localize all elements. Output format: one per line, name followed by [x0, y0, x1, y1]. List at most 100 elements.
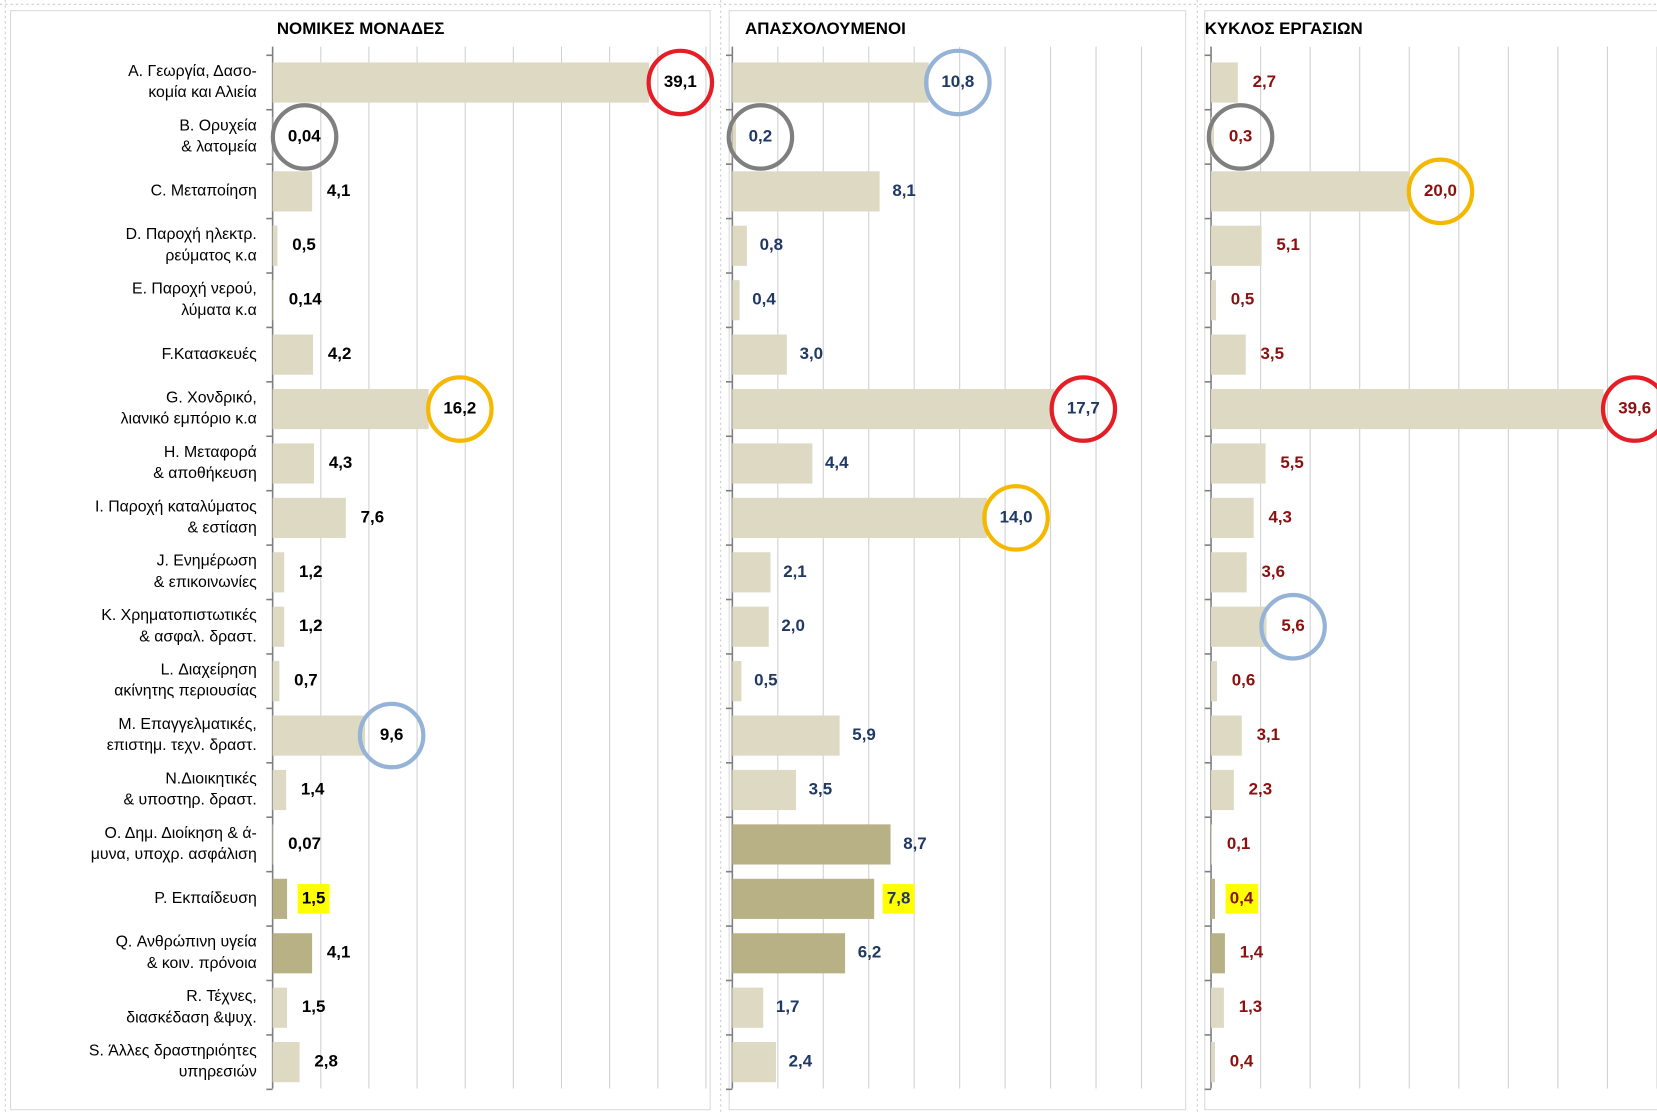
bar — [732, 552, 771, 593]
value-label: 4,1 — [327, 943, 350, 962]
bar — [1211, 280, 1217, 321]
panel-border — [1204, 10, 1657, 1111]
label-circle — [426, 375, 494, 443]
category-label: C. Μεταποίηση — [151, 183, 257, 200]
label-highlight — [882, 884, 915, 914]
value-label: 1,3 — [1239, 997, 1262, 1016]
label-circle — [924, 48, 992, 117]
panel-border — [10, 10, 711, 1111]
bar — [732, 661, 742, 702]
category-label: Ρ. Εκπαίδευση — [154, 890, 256, 907]
bar — [272, 62, 650, 103]
value-label: 3,0 — [800, 344, 823, 363]
category-label: G. Χονδρικό, λιανικό εμπόριο κ.α — [121, 390, 257, 428]
category-label: D. Παροχή ηλεκτρ. ρεύματος κ.α — [126, 226, 257, 264]
value-label: 8,1 — [892, 181, 915, 200]
value-label: 0,14 — [289, 290, 322, 309]
value-label: 4,1 — [327, 181, 350, 200]
bar — [272, 824, 274, 865]
bar — [1211, 824, 1213, 865]
bar — [1211, 62, 1238, 103]
bar — [1211, 987, 1224, 1028]
bar — [272, 280, 274, 321]
bar — [732, 116, 736, 158]
value-label: 14,0 — [1000, 507, 1033, 526]
bar — [732, 824, 891, 865]
bar — [732, 987, 764, 1028]
value-label: 1,4 — [1240, 943, 1264, 962]
value-label: 5,6 — [1281, 616, 1304, 635]
category-label: J. Ενημέρωση & επικοινωνίες — [154, 553, 257, 591]
value-label: 4,2 — [328, 344, 351, 363]
value-label: 5,1 — [1276, 235, 1299, 254]
label-circle — [270, 103, 339, 171]
bar — [732, 606, 769, 647]
bar — [1211, 116, 1215, 158]
label-highlight — [1225, 884, 1259, 914]
bar — [1211, 443, 1266, 484]
bar — [732, 933, 846, 974]
value-label: 0,04 — [288, 126, 321, 145]
bar — [272, 225, 278, 266]
value-label: 0,1 — [1227, 834, 1250, 853]
bar — [1211, 171, 1410, 212]
bar — [732, 388, 1055, 430]
bar — [272, 987, 288, 1028]
value-label: 3,5 — [1261, 344, 1284, 363]
value-label: 3,6 — [1262, 562, 1285, 581]
value-label: 1,2 — [299, 562, 322, 581]
label-circle — [646, 48, 715, 117]
category-label: Β. Ορυχεία & λατομεία — [179, 118, 256, 156]
bar — [272, 443, 315, 484]
value-label: 0,2 — [749, 126, 772, 145]
category-label: F.Κατασκευές — [162, 346, 258, 363]
value-label: 4,3 — [1268, 507, 1291, 526]
bar — [1211, 388, 1604, 430]
category-label: Q. Ανθρώπινη υγεία & κοιν. πρόνοια — [116, 934, 257, 972]
value-label: 0,3 — [1229, 126, 1252, 145]
bar — [732, 769, 796, 811]
bar — [1211, 1042, 1216, 1083]
category-label: Κ. Χρηματοπιστωτικές & ασφαλ. δραστ. — [101, 607, 257, 645]
bar — [272, 497, 346, 538]
value-label: 0,7 — [294, 671, 317, 690]
bar — [732, 878, 875, 919]
label-circle — [1600, 375, 1657, 443]
value-label: 17,7 — [1067, 399, 1100, 418]
bar — [1211, 606, 1267, 647]
category-label: R. Τέχνες, διασκέδαση &ψυχ. — [126, 988, 256, 1026]
value-label: 2,7 — [1253, 72, 1276, 91]
bar — [272, 388, 429, 430]
category-label: Ε. Παροχή νερού, λύματα κ.α — [132, 281, 257, 319]
panel-border — [728, 10, 1187, 1111]
bar — [1211, 769, 1234, 811]
bar — [272, 933, 313, 974]
value-label: 1,5 — [302, 888, 325, 907]
label-circle — [1406, 157, 1475, 226]
value-label: 3,1 — [1257, 725, 1280, 744]
value-label: 2,8 — [314, 1052, 337, 1071]
value-label: 0,6 — [1232, 671, 1255, 690]
category-label: Α. Γεωργία, Δασο-κομία και Αλιεία — [128, 63, 257, 101]
value-label: 16,2 — [443, 399, 476, 418]
category-label: L. Διαχείρηση ακίνητης περιουσίας — [114, 662, 257, 700]
label-circle — [982, 484, 1050, 552]
value-label: 0,5 — [292, 235, 315, 254]
label-circle — [1049, 375, 1118, 443]
bar — [272, 661, 280, 702]
value-label: 5,9 — [852, 725, 875, 744]
bar — [1211, 933, 1225, 974]
value-label: 39,6 — [1618, 399, 1651, 418]
bar — [272, 334, 314, 375]
bar — [732, 1042, 776, 1083]
value-label: 7,6 — [361, 507, 384, 526]
category-label: Η. Μεταφορά & αποθήκευση — [153, 444, 257, 482]
bar — [732, 334, 787, 375]
bar — [1211, 552, 1247, 593]
bar — [272, 715, 366, 756]
chart-title: ΚΥΚΛΟΣ ΕΡΓΑΣΙΩΝ — [1205, 19, 1363, 38]
bar — [1211, 715, 1242, 756]
category-label: S. Άλλες δραστηριόητες υπηρεσιών — [89, 1043, 257, 1081]
value-label: 0,8 — [760, 235, 783, 254]
